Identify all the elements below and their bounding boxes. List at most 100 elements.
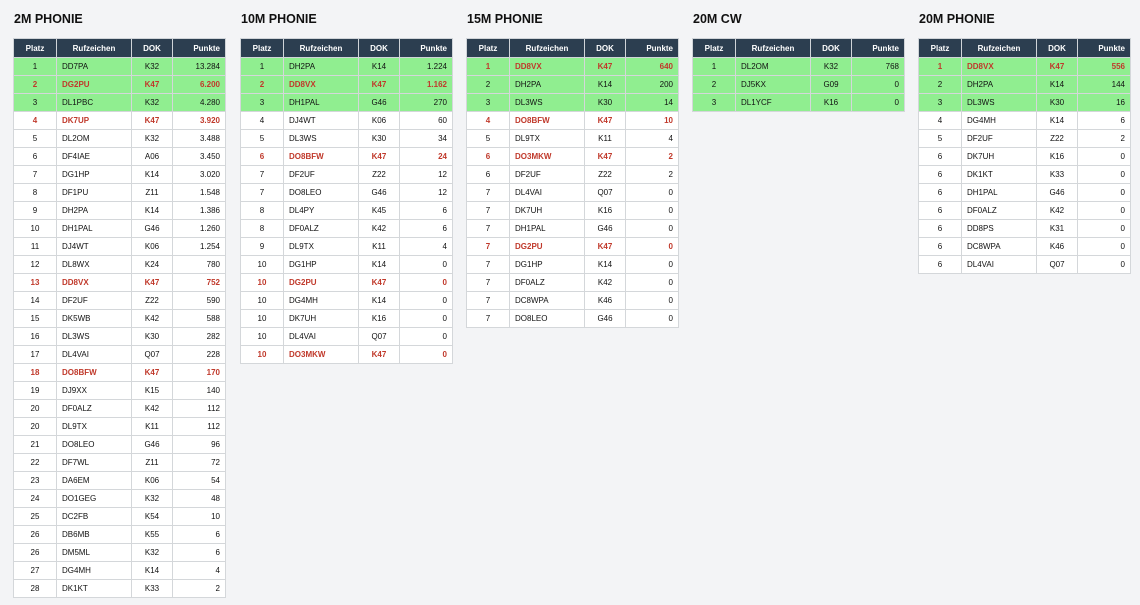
rank-cell: 11	[13, 237, 57, 256]
dok-cell: K42	[584, 273, 626, 292]
header-dok: DOK	[584, 38, 626, 58]
dok-cell: K42	[1036, 201, 1078, 220]
points-cell: 556	[1077, 57, 1131, 76]
rank-cell: 3	[466, 93, 510, 112]
board-title: 20M PHONIE	[919, 12, 995, 26]
callsign-cell: DL3WS	[961, 93, 1037, 112]
header-rank: Platz	[692, 38, 736, 58]
dok-cell: K30	[358, 129, 400, 148]
points-cell: 96	[172, 435, 226, 454]
callsign-cell: DL1PBC	[56, 93, 132, 112]
callsign-cell: DH1PAL	[56, 219, 132, 238]
rank-cell: 9	[13, 201, 57, 220]
dok-cell: G46	[131, 219, 173, 238]
dok-cell: K14	[584, 255, 626, 274]
table-row: 5 DL3WS K30 34	[240, 129, 453, 148]
callsign-cell: DA6EM	[56, 471, 132, 490]
table-row: 1 DH2PA K14 1.224	[240, 57, 453, 76]
callsign-cell: DJ9XX	[56, 381, 132, 400]
table-row: 5 DL9TX K11 4	[466, 129, 679, 148]
points-cell: 0	[1077, 255, 1131, 274]
table-row: 3 DL3WS K30 14	[466, 93, 679, 112]
dok-cell: K06	[131, 237, 173, 256]
callsign-cell: DF2UF	[283, 165, 359, 184]
callsign-cell: DG1HP	[509, 255, 585, 274]
dok-cell: Q07	[584, 183, 626, 202]
dok-cell: A06	[131, 147, 173, 166]
points-cell: 3.020	[172, 165, 226, 184]
dok-cell: K55	[131, 525, 173, 544]
dok-cell: K14	[1036, 111, 1078, 130]
callsign-cell: DF0ALZ	[509, 273, 585, 292]
points-cell: 1.548	[172, 183, 226, 202]
table-body: 1 DH2PA K14 1.224 2 DD8VX K47 1.162 3 DH1PAL G46 27…	[240, 57, 453, 364]
table-row: 7 DG2PU K47 0	[466, 237, 679, 256]
dok-cell: K06	[358, 111, 400, 130]
dok-cell: K11	[131, 417, 173, 436]
callsign-cell: DL2OM	[56, 129, 132, 148]
dok-cell: K42	[358, 219, 400, 238]
table-body: 1 DD8VX K47 556 2 DH2PA K14 144 3 DL3WS K30 16 4 DG4M…	[918, 57, 1131, 274]
callsign-cell: DL4VAI	[961, 255, 1037, 274]
rank-cell: 26	[13, 543, 57, 562]
table-row: 13 DD8VX K47 752	[13, 273, 226, 292]
table-row: 14 DF2UF Z22 590	[13, 291, 226, 310]
rank-cell: 18	[13, 363, 57, 382]
table-row: 7 DG1HP K14 3.020	[13, 165, 226, 184]
points-cell: 0	[1077, 201, 1131, 220]
rank-cell: 20	[13, 399, 57, 418]
points-cell: 3.488	[172, 129, 226, 148]
table-row: 10 DO3MKW K47 0	[240, 345, 453, 364]
ranking-table: Platz Rufzeichen DOK Punkte 1 DD8VX K47 556…	[918, 38, 1131, 274]
callsign-cell: DG4MH	[283, 291, 359, 310]
table-row: 28 DK1KT K33 2	[13, 579, 226, 598]
table-row: 20 DF0ALZ K42 112	[13, 399, 226, 418]
callsign-cell: DL9TX	[56, 417, 132, 436]
rank-cell: 17	[13, 345, 57, 364]
rank-cell: 10	[240, 309, 284, 328]
dok-cell: Q07	[1036, 255, 1078, 274]
callsign-cell: DD7PA	[56, 57, 132, 76]
table-row: 1 DD7PA K32 13.284	[13, 57, 226, 76]
callsign-cell: DH1PAL	[283, 93, 359, 112]
points-cell: 228	[172, 345, 226, 364]
table-row: 2 DD8VX K47 1.162	[240, 75, 453, 94]
table-row: 6 DC8WPA K46 0	[918, 237, 1131, 256]
table-row: 6 DH1PAL G46 0	[918, 183, 1131, 202]
table-row: 6 DO8BFW K47 24	[240, 147, 453, 166]
callsign-cell: DG2PU	[56, 75, 132, 94]
table-row: 4 DJ4WT K06 60	[240, 111, 453, 130]
callsign-cell: DK5WB	[56, 309, 132, 328]
rank-cell: 6	[918, 183, 962, 202]
header-row: Platz Rufzeichen DOK Punkte	[466, 38, 679, 58]
callsign-cell: DF0ALZ	[56, 399, 132, 418]
table-body: 1 DD7PA K32 13.284 2 DG2PU K47 6.200 3 DL1PBC K32 4…	[13, 57, 226, 598]
header-rank: Platz	[13, 38, 57, 58]
table-row: 7 DC8WPA K46 0	[466, 291, 679, 310]
points-cell: 0	[625, 273, 679, 292]
table-row: 10 DG2PU K47 0	[240, 273, 453, 292]
callsign-cell: DF2UF	[509, 165, 585, 184]
table-row: 6 DK7UH K16 0	[918, 147, 1131, 166]
callsign-cell: DF2UF	[56, 291, 132, 310]
header-row: Platz Rufzeichen DOK Punkte	[918, 38, 1131, 58]
rank-cell: 3	[240, 93, 284, 112]
header-dok: DOK	[358, 38, 400, 58]
rank-cell: 7	[466, 255, 510, 274]
rank-cell: 12	[13, 255, 57, 274]
table-row: 21 DO8LEO G46 96	[13, 435, 226, 454]
dok-cell: K31	[1036, 219, 1078, 238]
rank-cell: 26	[13, 525, 57, 544]
header-rank: Platz	[240, 38, 284, 58]
rank-cell: 7	[466, 237, 510, 256]
points-cell: 1.162	[399, 75, 453, 94]
points-cell: 590	[172, 291, 226, 310]
table-row: 2 DG2PU K47 6.200	[13, 75, 226, 94]
dok-cell: K47	[358, 75, 400, 94]
rank-cell: 6	[918, 237, 962, 256]
callsign-cell: DH2PA	[961, 75, 1037, 94]
callsign-cell: DK7UH	[961, 147, 1037, 166]
board-title: 10M PHONIE	[241, 12, 317, 26]
dok-cell: G09	[810, 75, 852, 94]
